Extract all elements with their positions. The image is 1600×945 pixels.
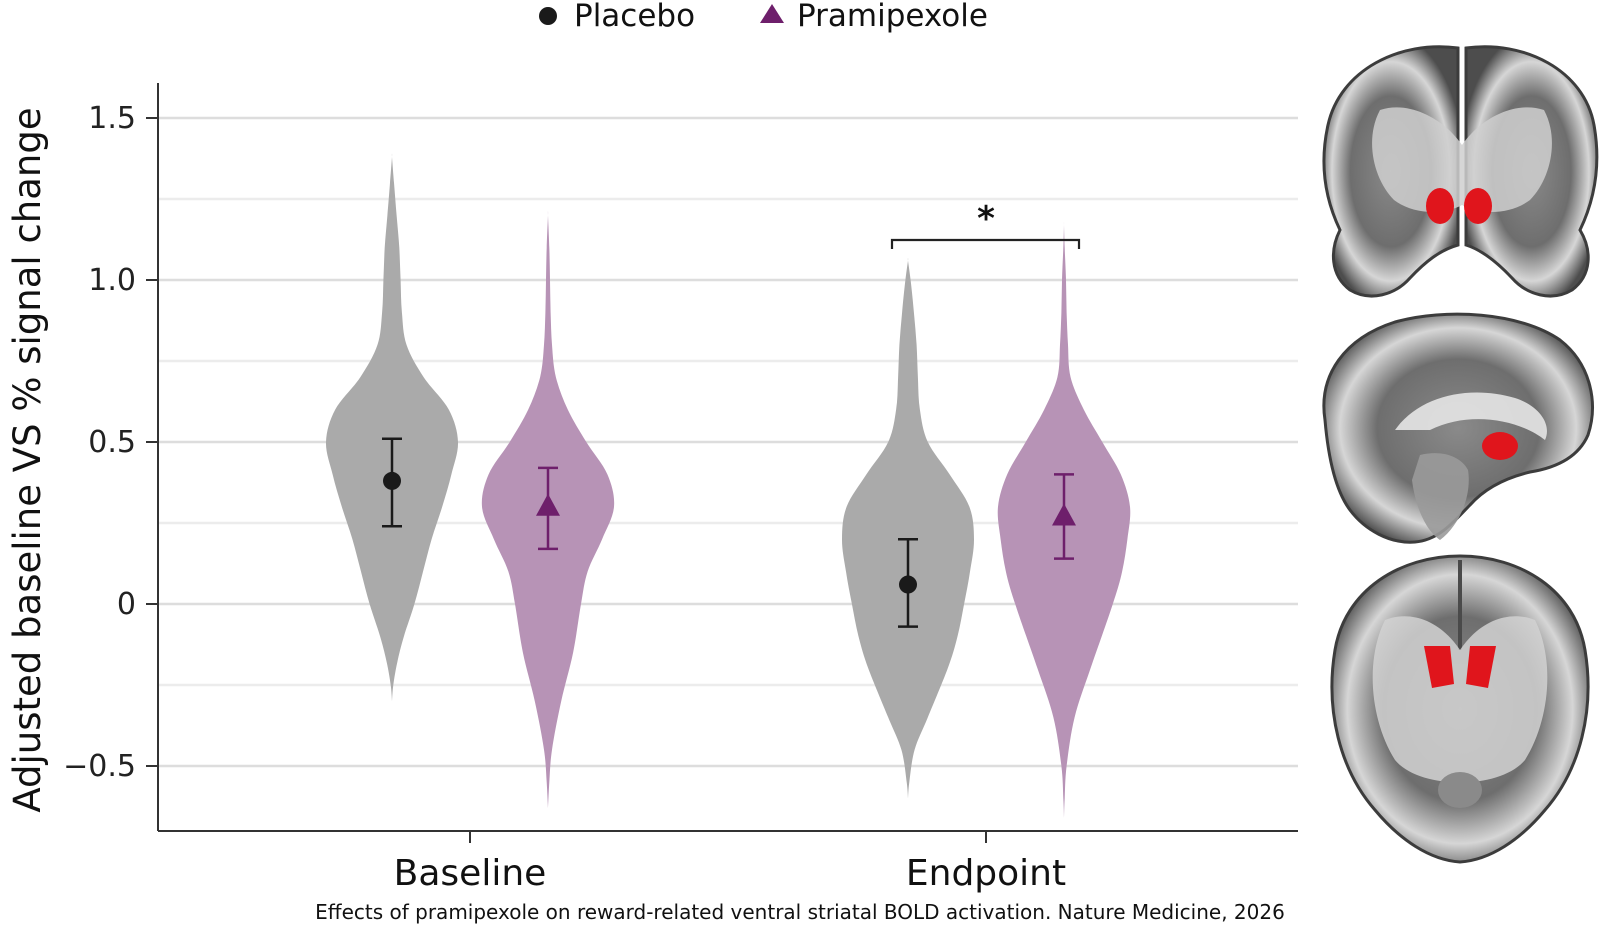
- significance-bracket-line: [890, 238, 1081, 249]
- significance-bracket: *: [890, 199, 1081, 249]
- legend-marker-pramipexole: [760, 4, 784, 23]
- legend-marker-placebo: [539, 7, 557, 25]
- brain-coronal-vs-left: [1426, 188, 1454, 224]
- plot-area: * 1.5 1.0 0.5 0 −0.5 Baseline Endpoint Adjus…: [6, 83, 1298, 894]
- brain-coronal-vs-right: [1464, 188, 1492, 224]
- brain-image-axial: [1330, 554, 1590, 864]
- y-tick-label: 1.0: [88, 263, 136, 298]
- y-tick-label: 0: [117, 587, 136, 622]
- mean-marker-pramipexole-endpoint: [1052, 503, 1076, 526]
- brain-sagittal-outline: [1322, 312, 1594, 544]
- brain-sagittal-vs: [1482, 432, 1518, 460]
- mean-marker-pramipexole-baseline: [536, 493, 560, 516]
- legend-item-pramipexole: Pramipexole: [760, 0, 988, 34]
- legend: Placebo Pramipexole: [539, 0, 988, 34]
- figure-caption: Effects of pramipexole on reward-related…: [315, 900, 1285, 924]
- y-tick-label: 1.5: [88, 101, 136, 136]
- x-category-endpoint: Endpoint: [906, 853, 1066, 894]
- mean-marker-placebo-endpoint: [899, 575, 917, 594]
- legend-item-placebo: Placebo: [539, 0, 695, 34]
- mean-markers: [383, 471, 1076, 594]
- brain-sagittal-corpus-callosum: [1395, 392, 1547, 440]
- brain-axial-midbrain: [1438, 772, 1482, 808]
- brain-coronal-white-matter: [1372, 107, 1552, 212]
- brain-image-coronal: [1322, 45, 1599, 298]
- mean-marker-placebo-baseline: [383, 471, 401, 490]
- brain-axial-white-matter: [1372, 616, 1548, 783]
- violin-placebo-endpoint: [841, 258, 975, 799]
- legend-label-pramipexole: Pramipexole: [797, 0, 988, 34]
- legend-label-placebo: Placebo: [574, 0, 695, 34]
- y-tick-label: 0.5: [88, 425, 136, 460]
- brain-sagittal-brainstem: [1412, 453, 1469, 540]
- violin-placebo-baseline: [325, 153, 459, 702]
- x-category-baseline: Baseline: [394, 853, 547, 894]
- brain-image-sagittal: [1322, 312, 1594, 544]
- y-ticks: 1.5 1.0 0.5 0 −0.5: [63, 101, 158, 784]
- brain-axial-vs-right: [1466, 646, 1496, 688]
- y-tick-label: −0.5: [63, 749, 136, 784]
- y-axis-label: Adjusted baseline VS % signal change: [6, 107, 49, 812]
- brain-axial-vs-left: [1424, 646, 1454, 688]
- significance-star: *: [977, 199, 995, 239]
- violins: [325, 153, 1131, 818]
